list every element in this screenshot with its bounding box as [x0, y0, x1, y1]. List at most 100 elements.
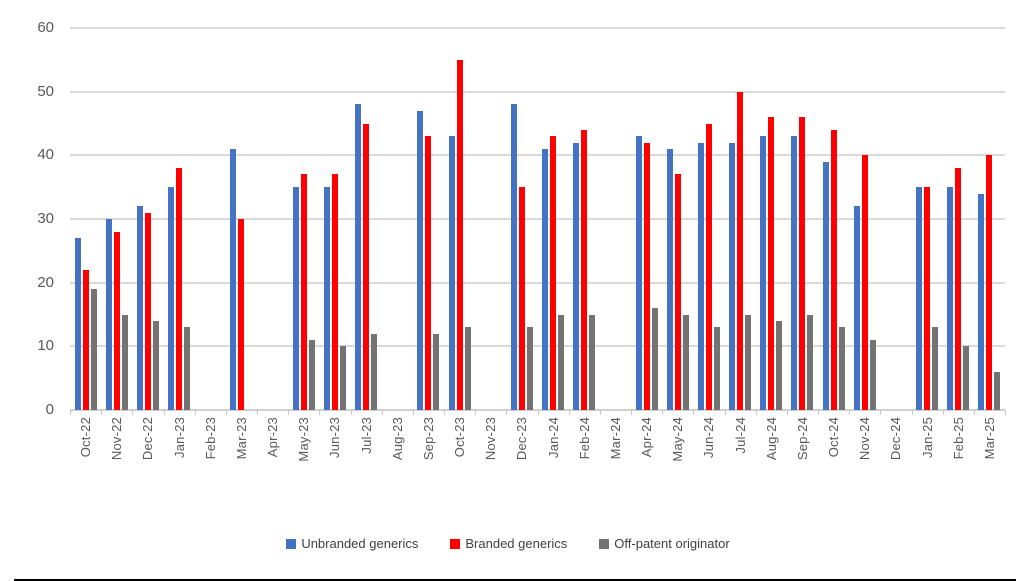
x-axis-label-jan-25: Jan-25	[917, 417, 937, 491]
x-axis-tick	[568, 410, 570, 415]
x-axis-tick	[194, 410, 196, 415]
bar-off-patent-originator-sep-23	[433, 333, 440, 410]
chart-legend: Unbranded generics Branded generics Off-…	[0, 536, 1016, 551]
bar-off-patent-originator-may-23	[308, 340, 315, 410]
category-sep-23	[413, 28, 444, 410]
x-axis-label-text: Dec-23	[514, 417, 530, 461]
x-axis-tick	[101, 410, 103, 415]
bar-off-patent-originator-feb-25	[963, 346, 970, 410]
x-axis-tick	[942, 410, 944, 415]
x-axis-tick	[381, 410, 383, 415]
legend-item-off-patent-originator: Off-patent originator	[599, 536, 730, 551]
x-axis-tick	[537, 410, 539, 415]
category-dec-22	[132, 28, 163, 410]
category-jul-23	[351, 28, 382, 410]
x-axis-tick	[506, 410, 508, 415]
x-axis-label-text: Nov-24	[857, 417, 873, 461]
y-axis-label-20: 20	[37, 273, 54, 291]
x-axis-label-apr-23: Apr-23	[263, 417, 283, 491]
x-axis-label-text: Aug-24	[763, 417, 779, 461]
bar-unbranded-generics-may-23	[292, 187, 299, 410]
x-axis-label-text: Jan-25	[919, 417, 935, 458]
category-mar-24	[600, 28, 631, 410]
category-nov-24	[849, 28, 880, 410]
x-axis-tick	[631, 410, 632, 415]
category-jan-23	[164, 28, 195, 410]
x-axis-label-text: Nov-23	[483, 417, 499, 461]
bar-off-patent-originator-apr-24	[651, 308, 658, 410]
category-apr-24	[631, 28, 662, 410]
category-feb-25	[943, 28, 974, 410]
bar-off-patent-originator-jul-24	[745, 314, 752, 410]
category-dec-23	[506, 28, 537, 410]
x-axis-tick	[412, 410, 414, 415]
bar-branded-generics-oct-22	[82, 269, 89, 410]
x-axis-label-text: Feb-23	[202, 417, 218, 460]
x-axis-label-text: Sep-24	[794, 417, 810, 461]
x-axis-label-text: Apr-23	[265, 417, 281, 458]
x-axis-label-jul-23: Jul-23	[356, 417, 376, 491]
category-jun-23	[319, 28, 350, 410]
bar-unbranded-generics-jul-24	[729, 142, 736, 410]
gridline-50	[70, 90, 1005, 93]
bar-off-patent-originator-dec-23	[526, 327, 533, 410]
bar-off-patent-originator-jan-25	[932, 327, 939, 410]
bar-off-patent-originator-sep-24	[807, 314, 814, 410]
category-mar-23	[226, 28, 257, 410]
x-axis-tick	[693, 410, 695, 415]
x-axis-tick	[319, 410, 321, 415]
y-axis-label-0: 0	[45, 401, 54, 418]
x-axis-label-text: Dec-24	[888, 417, 904, 461]
bar-branded-generics-jan-25	[924, 187, 931, 410]
bar-off-patent-originator-oct-22	[90, 289, 97, 410]
x-axis-tick	[132, 410, 134, 415]
x-axis-tick	[163, 410, 165, 415]
x-axis-tick	[724, 410, 726, 415]
y-axis-label-50: 50	[37, 82, 54, 100]
bar-unbranded-generics-oct-23	[448, 136, 455, 410]
category-nov-22	[101, 28, 132, 410]
x-axis-label-text: Dec-22	[140, 417, 156, 461]
category-sep-24	[787, 28, 818, 410]
category-may-23	[288, 28, 319, 410]
bar-branded-generics-jun-23	[331, 174, 338, 410]
x-axis-label-mar-25: Mar-25	[979, 417, 999, 491]
legend-label-unbranded-generics: Unbranded generics	[301, 536, 419, 551]
x-axis-label-text: Aug-23	[389, 417, 405, 461]
bar-unbranded-generics-feb-25	[947, 187, 954, 410]
x-axis-tick	[1005, 410, 1006, 415]
category-aug-23	[382, 28, 413, 410]
bar-branded-generics-may-24	[674, 174, 681, 410]
x-axis-tick	[849, 410, 851, 415]
category-aug-24	[756, 28, 787, 410]
category-jan-25	[912, 28, 943, 410]
bar-branded-generics-dec-23	[518, 187, 525, 410]
legend-item-unbranded-generics: Unbranded generics	[286, 536, 418, 551]
x-axis-label-text: Jan-24	[545, 417, 561, 458]
y-axis-label-30: 30	[37, 210, 54, 227]
x-axis-tick	[70, 410, 71, 415]
bar-branded-generics-aug-24	[768, 117, 775, 410]
x-axis-label-text: May-23	[296, 417, 312, 462]
bar-unbranded-generics-jun-23	[323, 187, 330, 410]
category-oct-23	[444, 28, 475, 410]
gridline-40	[70, 154, 1005, 157]
bar-branded-generics-jan-24	[550, 136, 557, 410]
bar-branded-generics-may-23	[300, 174, 307, 410]
bar-branded-generics-feb-25	[955, 168, 962, 410]
x-axis-label-text: Oct-22	[78, 417, 94, 458]
x-axis-label-text: Feb-25	[950, 417, 966, 460]
x-axis-label-dec-24: Dec-24	[886, 417, 906, 491]
bar-unbranded-generics-mar-23	[230, 149, 237, 410]
bar-off-patent-originator-aug-24	[776, 320, 783, 410]
x-axis-label-nov-24: Nov-24	[855, 417, 875, 491]
bar-off-patent-originator-feb-24	[589, 314, 596, 410]
bar-branded-generics-dec-22	[144, 212, 151, 410]
bar-off-patent-originator-jan-24	[558, 314, 565, 410]
bar-off-patent-originator-jun-24	[713, 327, 720, 410]
x-axis-label-text: Feb-24	[576, 417, 592, 460]
bar-off-patent-originator-dec-22	[152, 320, 159, 410]
bar-branded-generics-mar-25	[986, 155, 993, 410]
bar-unbranded-generics-jul-23	[355, 104, 362, 410]
